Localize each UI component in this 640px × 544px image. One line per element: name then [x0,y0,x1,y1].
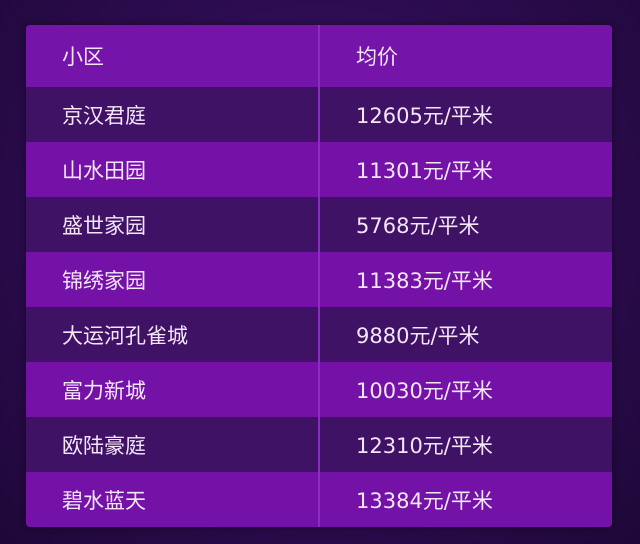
community-name: 京汉君庭 [26,87,320,142]
avg-price: 11383元/平米 [356,268,493,293]
table-row: 盛世家园 5768元/平米 [26,197,612,252]
community-name: 大运河孔雀城 [26,307,320,362]
price-table: 小区 均价 京汉君庭 12605元/平米 山水田园 11301元/平米 盛世家园… [26,25,612,527]
table-row: 大运河孔雀城 9880元/平米 [26,307,612,362]
avg-price: 12310元/平米 [356,433,493,458]
table-row: 欧陆豪庭 12310元/平米 [26,417,612,472]
community-name: 盛世家园 [26,197,320,252]
avg-price: 11301元/平米 [356,158,493,183]
header-community: 小区 [26,25,320,87]
avg-price: 9880元/平米 [356,323,480,348]
avg-price: 12605元/平米 [356,103,493,128]
table-row: 锦绣家园 11383元/平米 [26,252,612,307]
table-row: 碧水蓝天 13384元/平米 [26,472,612,527]
table-row: 京汉君庭 12605元/平米 [26,87,612,142]
header-avg-price: 均价 [356,45,398,69]
avg-price: 5768元/平米 [356,213,480,238]
table-row: 山水田园 11301元/平米 [26,142,612,197]
community-name: 碧水蓝天 [26,472,320,527]
community-name: 山水田园 [26,142,320,197]
avg-price: 10030元/平米 [356,378,493,403]
table-row: 富力新城 10030元/平米 [26,362,612,417]
avg-price: 13384元/平米 [356,488,493,513]
community-name: 锦绣家园 [26,252,320,307]
community-name: 富力新城 [26,362,320,417]
community-name: 欧陆豪庭 [26,417,320,472]
table-header: 小区 均价 [26,25,612,87]
